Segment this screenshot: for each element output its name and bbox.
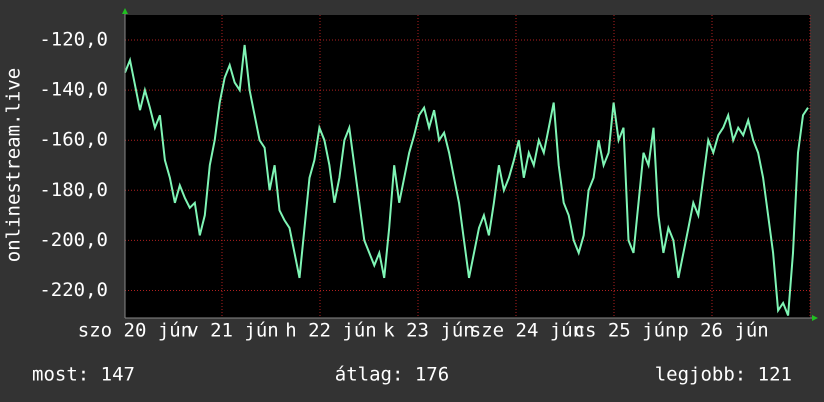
stat-avg: átlag: 176 xyxy=(335,364,449,386)
x-tick-label: k 23 jún xyxy=(383,320,475,342)
y-axis-label: onlinestream.live xyxy=(3,68,25,262)
x-tick-label: h 22 jún xyxy=(285,320,377,342)
y-tick-label: -140,0 xyxy=(39,79,108,101)
y-tick-label: -180,0 xyxy=(39,179,108,201)
x-tick-label: cs 25 jún xyxy=(574,320,677,342)
y-tick-label: -160,0 xyxy=(39,129,108,151)
marks xyxy=(124,44,809,316)
x-tick-label: p 26 jún xyxy=(677,320,769,342)
y-tick-label: -120,0 xyxy=(39,29,108,51)
x-tick-label: v 21 jún xyxy=(187,320,279,342)
y-tick-label: -220,0 xyxy=(39,279,108,301)
y-arrow xyxy=(122,8,128,14)
x-tick-label: szo 20 jún xyxy=(78,320,192,342)
x-tick-label: sze 24 jún xyxy=(470,320,584,342)
data-line xyxy=(124,44,809,316)
y-tick-label: -200,0 xyxy=(39,229,108,251)
grid xyxy=(125,15,811,318)
stat-now: most: 147 xyxy=(32,364,135,386)
x-arrow xyxy=(812,315,818,321)
stat-best: legjobb: 121 xyxy=(655,364,792,386)
